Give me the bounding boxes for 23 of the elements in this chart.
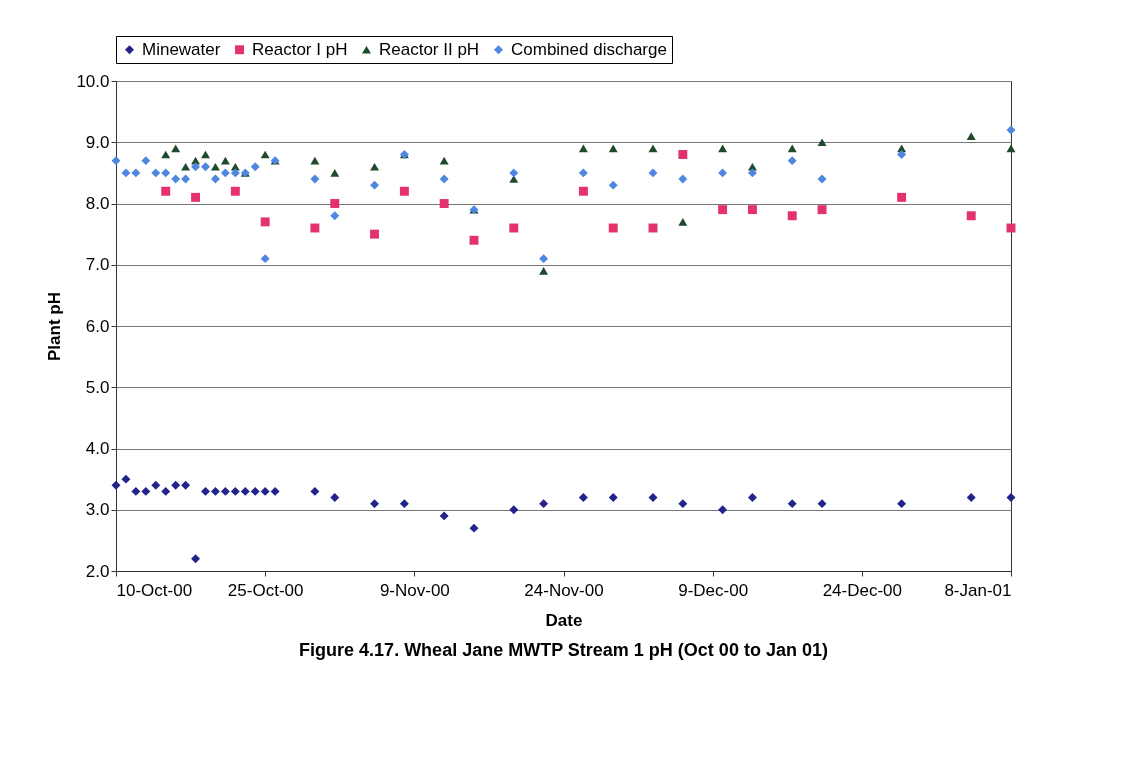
x-tick-label: 25-Oct-00	[227, 580, 304, 600]
x-tick-label: 24-Dec-00	[822, 580, 903, 600]
legend-label: Reactor I pH	[252, 39, 348, 59]
y-tick-label: 9.0	[85, 132, 110, 152]
y-tick-label: 2.0	[85, 561, 110, 581]
x-tick-label: 8-Jan-01	[944, 580, 1012, 600]
y-tick-label: 10.0	[76, 71, 110, 91]
x-tick-label: 9-Nov-00	[379, 580, 450, 600]
y-tick-label: 8.0	[85, 194, 110, 213]
text: Figure 4.17. Wheal Jane MWTP Stream 1 pH (Oct 00 to Jan 01)	[299, 640, 828, 660]
y-tick-label: 6.0	[85, 316, 110, 336]
y-axis-title: Plant pH	[45, 292, 65, 361]
legend-label: Combined discharge	[511, 39, 667, 59]
y-tick-label: 3.0	[85, 500, 110, 520]
legend-label: Reactor II pH	[379, 39, 480, 59]
y-tick-label: 7.0	[85, 255, 110, 275]
y-tick-label: 5.0	[85, 377, 110, 397]
x-tick-label: 9-Dec-00	[678, 580, 749, 600]
x-tick-label: 10-Oct-00	[116, 580, 193, 600]
x-tick-label: 24-Nov-00	[524, 580, 604, 600]
y-tick-label: 4.0	[85, 439, 110, 458]
legend-label: Minewater	[142, 39, 221, 59]
x-axis-title: Date	[545, 610, 583, 630]
